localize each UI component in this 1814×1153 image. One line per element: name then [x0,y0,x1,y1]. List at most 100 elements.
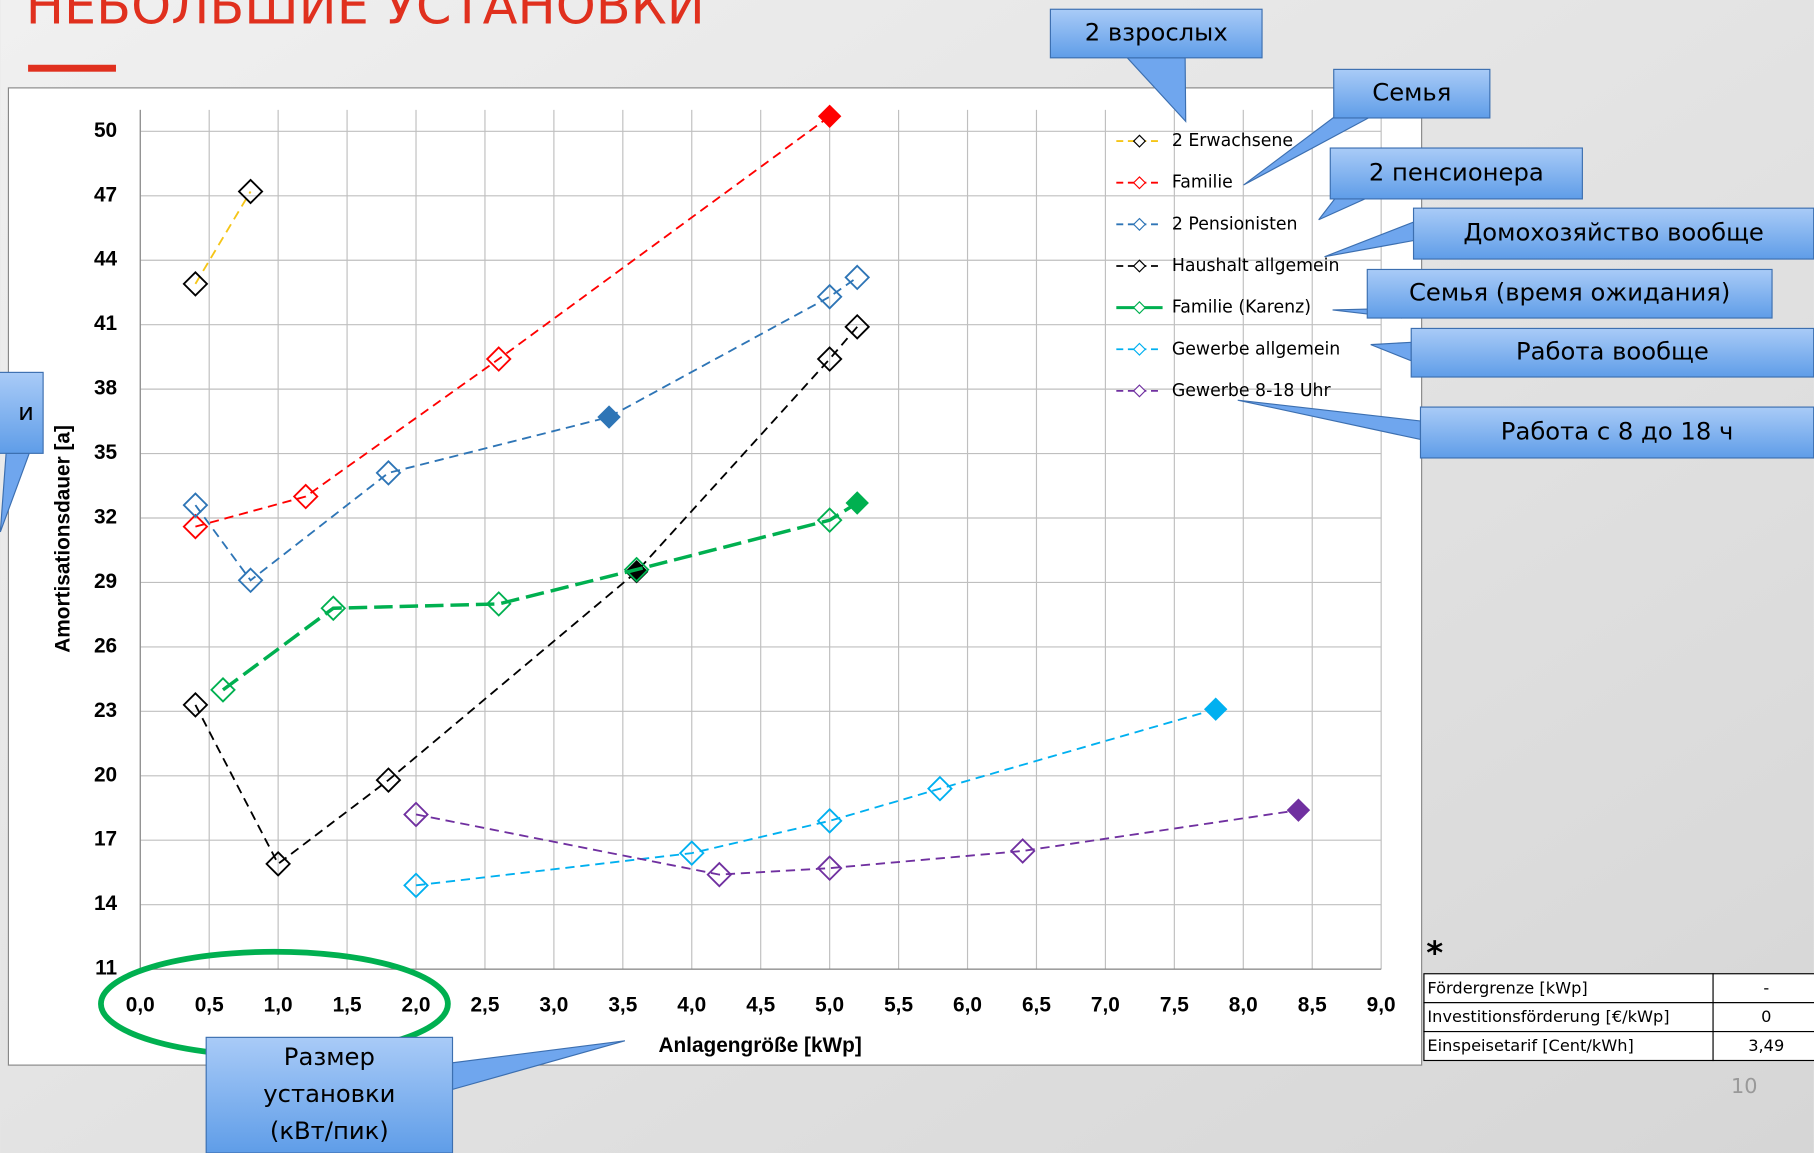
legend-marker [1132,342,1147,356]
marker [237,178,264,205]
legend-marker [1132,259,1147,273]
x-tick-label: 5,5 [884,994,913,1017]
marker [292,483,319,510]
y-tick-label: 38 [94,377,117,400]
x-tick-label: 9,0 [1367,994,1396,1017]
legend-marker [1132,176,1147,190]
callout-box [205,1036,454,1153]
callout-box [1329,147,1583,200]
legend-label: 2 Erwachsene [1172,131,1293,151]
x-tick-label: 4,0 [677,994,706,1017]
callout-text: Размер [284,1042,375,1071]
callout-box [1366,268,1773,319]
x-tick-label: 1,0 [264,994,293,1017]
y-tick-label: 23 [94,699,117,722]
title-underline [28,64,116,72]
marker [403,801,429,828]
callout-text: установки [263,1079,395,1108]
x-tick-label: 8,0 [1229,994,1258,1017]
marker [623,556,650,583]
marker [210,676,236,703]
marker [182,492,209,518]
x-tick-label: 1,5 [333,994,362,1017]
callouts: 2 взрослых Семья 2 пенсионера Домохозяйство… [0,8,1814,1153]
x-tick-label: 0,0 [126,994,155,1017]
callout-text: Работа с 8 до 18 ч [1501,417,1734,446]
plot: 11 14 17 20 23 26 29 32 35 38 41 44 47 50 0,0 0,5 1,0 1,5… [51,104,1396,1057]
table-value: - [1763,978,1769,997]
x-axis-label: Anlagengröße [kWp] [658,1034,861,1057]
table-value: 3,49 [1748,1036,1784,1055]
series-line [415,708,1216,887]
marker [845,491,869,515]
table-label: Investitionsförderung [€/kWp] [1427,1007,1669,1026]
chart-frame [7,87,1423,1066]
table-label: Einspeisetarif [Cent/kWh] [1427,1036,1633,1055]
table-cell [1423,1002,1714,1033]
legend-marker [1132,384,1147,398]
x-tick-label: 2,0 [402,994,431,1017]
callout-text: 2 пенсионера [1369,157,1544,186]
callout-text: Домохозяйство вообще [1463,218,1764,247]
marker [182,692,209,718]
callout-box [1333,68,1491,119]
note-mark: * [1426,934,1443,972]
marker [816,507,843,534]
legend-label: Haushalt allgemein [1172,256,1340,276]
y-tick-label: 14 [94,892,118,915]
marker [237,567,264,594]
x-tick-label: 2,5 [470,994,499,1017]
legend-label: Familie (Karenz) [1172,298,1311,318]
marker [485,591,512,617]
legend-marker [1132,134,1147,148]
marker [706,861,733,888]
x-tick-label: 5,0 [815,994,844,1017]
marker [182,270,209,297]
x-tick-label: 6,0 [953,994,982,1017]
callout-text: и [18,397,34,426]
callout-box [1410,327,1814,378]
callout-text: Работа вообще [1516,337,1709,366]
x-tick-label: 3,5 [608,994,637,1017]
y-tick-label: 44 [94,248,118,271]
marker [1009,838,1036,864]
marker [678,840,705,866]
callout-box [0,371,44,454]
marker [375,767,402,793]
marker [1203,697,1228,721]
table-cell [1423,973,1714,1004]
y-tick-label: 47 [94,183,117,206]
x-tick-label: 8,5 [1298,994,1327,1017]
callout-text: 2 взрослых [1085,18,1228,47]
x-tick-label: 7,5 [1160,994,1189,1017]
table: Fördergrenze [kWp] - Investitionsförderung… [1423,973,1814,1062]
y-tick-label: 26 [94,634,117,657]
marker [320,595,347,622]
x-tick-label: 4,5 [746,994,775,1017]
marker [927,775,953,802]
table-label: Fördergrenze [kWp] [1427,978,1587,997]
table-value: 0 [1761,1007,1771,1026]
y-tick-label: 32 [94,506,117,529]
y-tick-label: 41 [94,312,117,335]
series-line [194,191,252,285]
y-tick-label: 50 [94,119,117,142]
x-tick-label: 7,0 [1091,994,1120,1017]
marker [375,460,402,486]
marker [265,850,292,877]
table-cell [1423,1030,1714,1062]
y-tick-label: 20 [94,763,117,786]
callout-text: Семья (время ожидания) [1409,278,1730,307]
y-axis-label: Amortisationsdauer [a] [51,425,74,653]
callout-text: Семья [1372,78,1451,107]
y-tick-label: 11 [95,957,117,980]
marker [1286,798,1311,822]
legend-label: 2 Pensionisten [1172,214,1298,234]
series-line [194,326,858,866]
page-number: 10 [1731,1074,1757,1098]
marker [816,283,843,310]
marker [403,872,429,899]
marker [816,855,843,882]
